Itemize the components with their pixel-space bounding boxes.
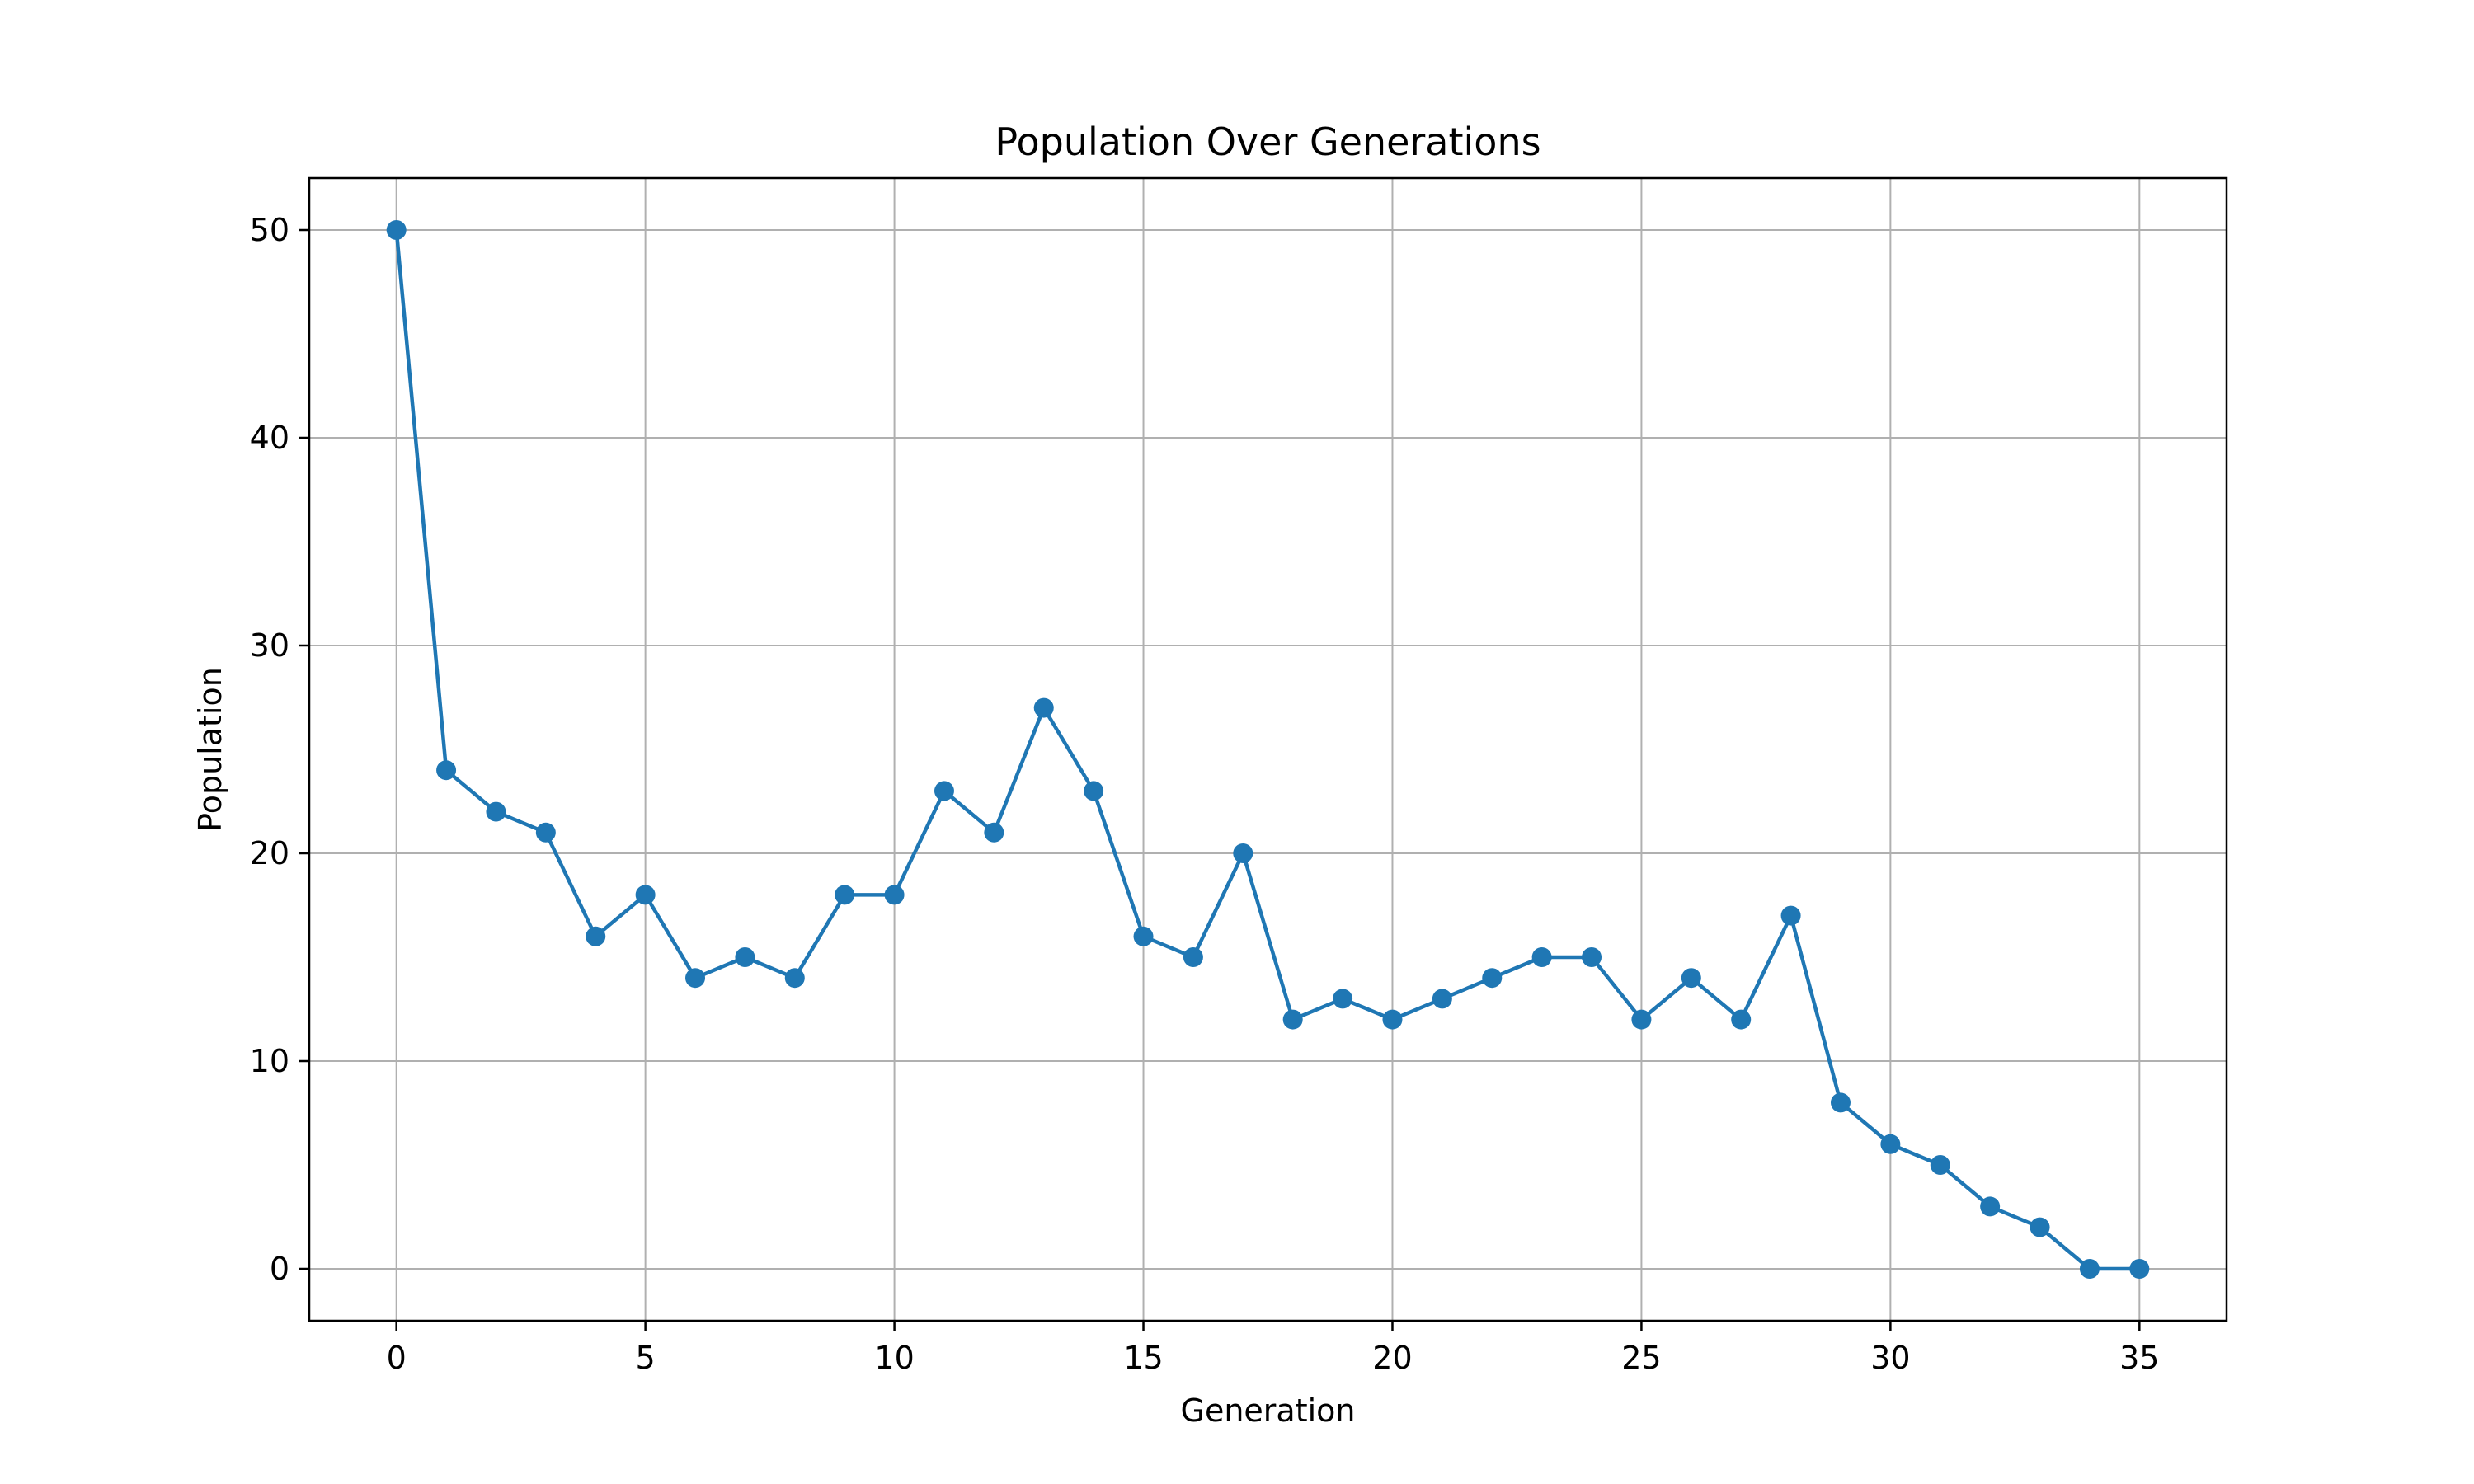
x-tick-label: 5 [636, 1340, 656, 1376]
axes-frame [308, 176, 2228, 1322]
data-point [436, 760, 457, 781]
data-point [934, 781, 954, 801]
data-point [735, 947, 755, 967]
data-point [1880, 1134, 1901, 1154]
x-tick-label: 20 [1372, 1340, 1412, 1376]
x-axis-label: Generation [1181, 1392, 1356, 1429]
data-point [1333, 989, 1353, 1009]
data-point [1382, 1009, 1403, 1030]
data-point [1780, 905, 1801, 926]
data-point [984, 822, 1004, 843]
data-point [1731, 1009, 1752, 1030]
y-tick-label: 40 [250, 420, 289, 456]
data-point [1183, 947, 1203, 967]
data-point [1432, 989, 1452, 1009]
data-point [486, 801, 506, 822]
ticks: 0 5 10 15 20 25 30 35 0 10 20 30 40 50 [250, 212, 2160, 1376]
y-tick-label: 50 [250, 212, 289, 248]
data-point [1282, 1009, 1303, 1030]
data-point [1681, 968, 1701, 989]
data-point [835, 885, 855, 905]
data-point [1233, 843, 1253, 863]
chart-title: Population Over Generations [995, 120, 1540, 164]
series-line [394, 229, 2140, 1271]
data-point [784, 968, 805, 989]
data-point [1133, 926, 1154, 946]
data-point [1930, 1155, 1950, 1175]
grid [309, 178, 2227, 1321]
data-point [386, 220, 407, 240]
data-point [535, 822, 556, 843]
data-point [1830, 1092, 1851, 1113]
data-point [2079, 1259, 2100, 1279]
data-point [586, 926, 606, 946]
data-point [1033, 697, 1054, 718]
data-point [1582, 947, 1602, 967]
data-point [635, 885, 656, 905]
data-point [884, 885, 905, 905]
data-point [1980, 1196, 2001, 1217]
x-tick-label: 35 [2119, 1340, 2159, 1376]
data-point [1482, 968, 1503, 989]
data-point [2030, 1217, 2050, 1237]
series-layer [386, 220, 2150, 1279]
y-tick-label: 20 [250, 835, 289, 871]
data-point [1531, 947, 1552, 967]
x-tick-label: 15 [1123, 1340, 1163, 1376]
data-point [1631, 1009, 1652, 1030]
y-tick-label: 10 [250, 1043, 289, 1079]
x-tick-label: 10 [874, 1340, 914, 1376]
y-tick-label: 0 [270, 1251, 289, 1287]
x-tick-label: 0 [387, 1340, 407, 1376]
x-tick-label: 25 [1621, 1340, 1661, 1376]
data-point [2129, 1259, 2150, 1279]
y-tick-label: 30 [250, 627, 289, 664]
data-point [1084, 781, 1104, 801]
y-axis-label: Population [192, 667, 228, 832]
plot-area-background [309, 178, 2227, 1321]
data-point [685, 968, 706, 989]
x-tick-label: 30 [1870, 1340, 1910, 1376]
